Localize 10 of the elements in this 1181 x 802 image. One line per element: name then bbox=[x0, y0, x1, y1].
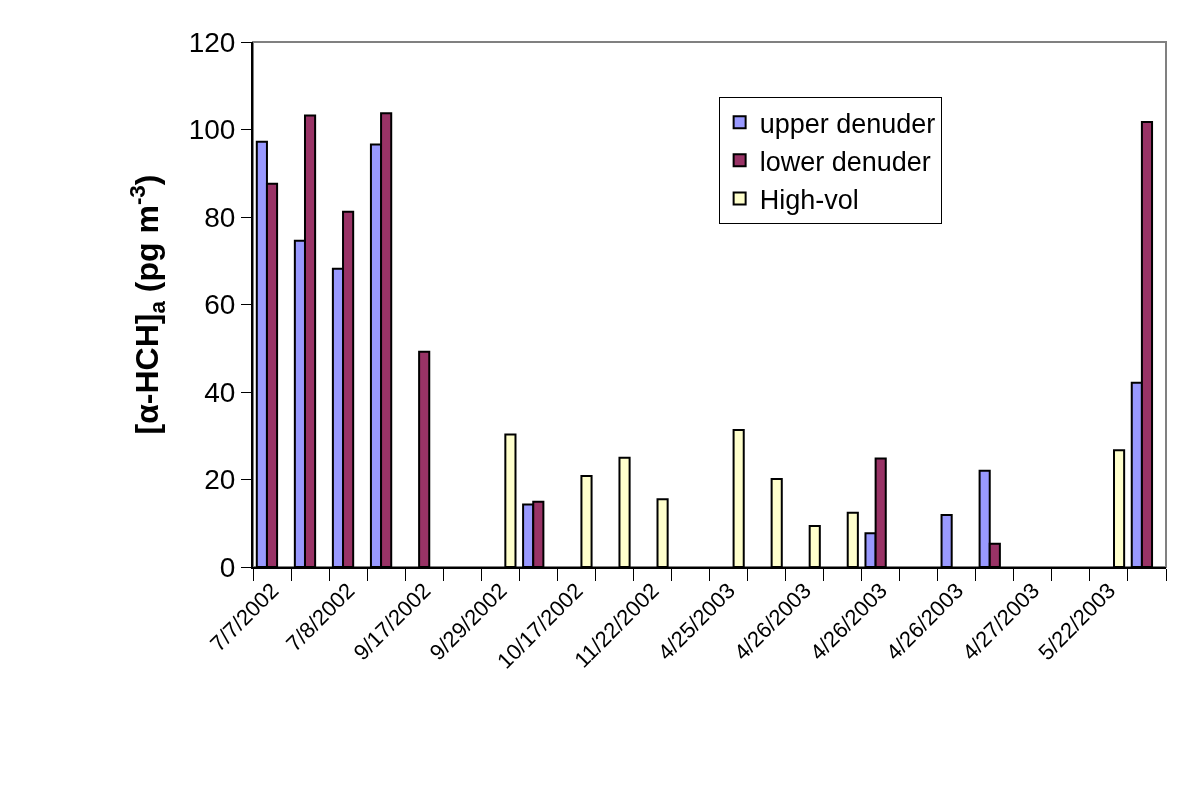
legend-label: lower denuder bbox=[759, 146, 931, 177]
y-tick-label: 40 bbox=[204, 376, 236, 408]
legend-label: upper denuder bbox=[759, 108, 936, 139]
y-tick-label: 60 bbox=[204, 289, 236, 321]
y-tick-label: 100 bbox=[188, 114, 236, 146]
y-tick-label: 0 bbox=[219, 551, 236, 583]
y-tick-label: 80 bbox=[204, 201, 236, 233]
legend-label: High-vol bbox=[759, 184, 859, 215]
y-tick-label: 120 bbox=[188, 26, 236, 58]
y-tick-label: 20 bbox=[204, 464, 236, 496]
